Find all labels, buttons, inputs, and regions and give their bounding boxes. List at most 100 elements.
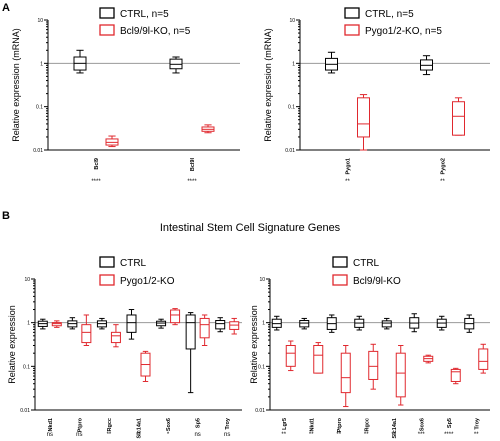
significance-label: *** [418,432,426,438]
box-rgcc-ko [110,324,121,348]
y-tick-label: 0.1 [258,364,265,370]
box-slc14a1-ko [140,350,151,382]
legend-label: Bcl9/9l-KO, n=5 [120,26,191,37]
legend-swatch [99,256,115,268]
category-label: Ptpro [337,417,343,432]
box-iqr [313,344,324,374]
category-label: Troy [225,417,231,430]
significance-label: * [167,432,170,438]
box-pygo2-ko [452,97,465,136]
legend-label: Pygo1/2-KO [120,276,175,287]
box-ptpro-ko [81,314,92,346]
box-sp5-ko [199,314,210,346]
box-slc14a1-ctrl [126,309,137,340]
box-sox6-ctrl [409,313,420,333]
box-rgcc-ko [368,343,379,390]
box-sox6-ctrl [156,318,167,329]
significance-label: ** [281,432,286,438]
box-bcl9-ko [105,135,119,148]
box-iqr [126,314,137,333]
y-tick-label: 1 [292,61,295,67]
category-label: Pygo1 [346,158,352,175]
box-iqr [81,324,92,344]
y-tick-label: 0.01 [285,148,295,154]
category-label: Rgcc [364,418,370,431]
y-tick-label: 1 [262,321,265,327]
y-tick-label: 0.1 [36,105,43,111]
y-tick-label: 1 [27,321,30,327]
legend-label: Pygo1/2-KO, n=5 [365,26,442,37]
box-rgcc-ctrl [354,315,365,331]
significance-label: ns [76,432,82,438]
box-sox6-ko [423,354,434,364]
category-label: Sp5 [447,418,453,428]
category-label: Sp5 [196,418,202,428]
category-label: Nkd1 [309,418,315,431]
section-title: Intestinal Stem Cell Signature Genes [160,222,341,234]
box-iqr [299,320,310,328]
box-slc14a1-ctrl [381,317,392,330]
significance-label: ** [440,179,445,185]
y-tick-label: 10 [24,277,30,283]
significance-label: ** [345,179,350,185]
box-bcl9l-ctrl [169,56,183,74]
box-nkd1-ko [313,342,324,374]
box-iqr [368,350,379,380]
y-axis-label: Relative expression [249,305,259,384]
legend-label: Bcl9/9l-KO [353,276,401,287]
box-iqr [381,320,392,328]
y-axis-label: Relative expression (mRNA) [263,28,273,142]
box-pygo1-ctrl [325,51,338,74]
box-pygo1-ko [357,94,370,151]
category-label: Slc14a1 [392,418,398,439]
significance-label: ** [474,432,479,438]
box-iqr [478,348,489,370]
box-iqr [285,344,296,367]
category-label: Ptpro [77,417,83,432]
significance-label: ** [136,432,141,438]
box-iqr [215,320,226,330]
legend-swatch [344,24,360,36]
significance-label: ** [309,432,314,438]
y-axis-label: Relative expression [7,305,17,384]
y-tick-label: 10 [37,18,43,24]
y-tick-label: 0.01 [33,148,43,154]
significance-label: **** [444,432,454,438]
panel-label-a: A [2,2,10,14]
legend-label: CTRL [120,258,147,269]
box-lgr5-ko [285,340,296,372]
significance-label: **** [91,179,101,185]
box-lgr5-ctrl [271,315,282,331]
box-iqr [170,309,181,324]
significance-label: ** [364,432,369,438]
box-iqr [110,331,121,344]
box-iqr [185,314,196,350]
y-tick-label: 10 [289,18,295,24]
box-ptpro-ko [340,344,351,408]
category-label: Pygo2 [441,158,447,175]
box-sp5-ctrl [436,315,447,331]
category-label: Nkd1 [48,418,54,431]
category-label: Sox6 [166,418,172,431]
legend-swatch [332,256,348,268]
box-troy-ctrl [464,314,475,333]
significance-label: ** [336,432,341,438]
category-label: Sox6 [419,418,425,431]
legend-label: CTRL, n=5 [365,9,414,20]
box-iqr [357,97,370,138]
category-label: Troy [474,417,480,430]
y-tick-label: 0.01 [20,408,30,414]
y-tick-label: 0.01 [255,408,265,414]
box-troy-ko [229,317,240,335]
box-iqr [450,368,461,382]
y-tick-label: 0.1 [23,364,30,370]
box-iqr [340,352,351,394]
y-tick-label: 10 [259,277,265,283]
significance-label: ns [194,432,200,438]
box-pygo2-ctrl [420,55,433,76]
box-rgcc-ctrl [96,317,107,330]
box-nkd1-ctrl [37,318,48,330]
significance-label: **** [187,179,197,185]
